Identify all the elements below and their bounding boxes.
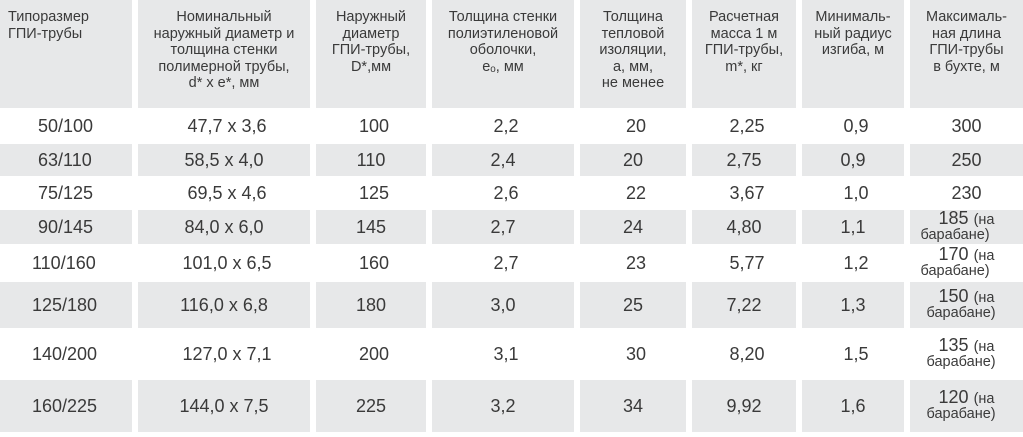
cell-outer: 110 <box>316 144 426 176</box>
header-outer-diameter: Наружный диаметр ГПИ-трубы, D*,мм <box>316 0 426 108</box>
cell-radius: 1,1 <box>802 210 904 244</box>
cell-radius: 1,5 <box>843 343 869 364</box>
table-row: 63/110 58,5 х 4,0 110 2,4 20 2,75 0,9 25… <box>0 144 1023 176</box>
length-note-1: (на <box>973 212 995 228</box>
cell-insulation: 20 <box>625 115 647 136</box>
cell-nominal: 127,0 х 7,1 <box>182 343 272 364</box>
table-row: 110/160 101,0 х 6,5 160 2,7 23 5,77 1,2 … <box>0 244 1023 282</box>
cell-shell: 2,7 <box>493 252 519 273</box>
header-mass: Расчетная масса 1 м ГПИ-трубы, m*, кг <box>692 0 796 108</box>
cell-length: 185 (на барабане) <box>910 208 1023 244</box>
cell-shell: 2,4 <box>432 144 574 176</box>
length-value: 170 <box>938 244 969 264</box>
cell-size: 110/160 <box>32 252 96 273</box>
cell-mass: 4,80 <box>692 210 796 244</box>
cell-outer: 145 <box>316 210 426 244</box>
header-size: Типоразмер ГПИ-трубы <box>0 0 132 108</box>
cell-size: 160/225 <box>0 380 132 432</box>
cell-length: 120 (на барабане) <box>910 380 1023 432</box>
cell-mass: 7,22 <box>692 282 796 328</box>
cell-radius: 0,9 <box>843 115 869 136</box>
cell-shell: 2,7 <box>432 210 574 244</box>
cell-length: 170 (на барабане) <box>910 244 1023 282</box>
cell-insulation: 24 <box>580 210 686 244</box>
cell-radius: 1,2 <box>843 252 869 273</box>
cell-length: 300 <box>951 115 982 136</box>
cell-radius: 1,6 <box>802 380 904 432</box>
cell-nominal: 69,5 х 4,6 <box>187 182 267 203</box>
header-shell-thickness: Толщина стенки полиэтиленовой оболочки, … <box>432 0 574 108</box>
cell-insulation: 23 <box>625 252 647 273</box>
cell-insulation: 30 <box>625 343 647 364</box>
cell-mass: 3,67 <box>729 182 765 203</box>
cell-outer: 125 <box>358 182 390 203</box>
header-bend-radius: Минималь- ный радиус изгиба, м <box>802 0 904 108</box>
cell-mass: 2,25 <box>729 115 765 136</box>
cell-size: 75/125 <box>38 182 94 203</box>
cell-nominal: 116,0 х 6,8 <box>138 282 310 328</box>
table-header: Типоразмер ГПИ-трубы Номинальный наружны… <box>0 0 1023 108</box>
cell-mass: 9,92 <box>692 380 796 432</box>
cell-mass: 2,75 <box>692 144 796 176</box>
length-note-2: барабане) <box>926 305 996 321</box>
cell-nominal: 47,7 х 3,6 <box>187 115 267 136</box>
cell-size: 90/145 <box>0 210 132 244</box>
cell-nominal: 58,5 х 4,0 <box>138 144 310 176</box>
length-note-1: (на <box>973 391 995 407</box>
table-row: 90/145 84,0 х 6,0 145 2,7 24 4,80 1,1 18… <box>0 208 1023 244</box>
cell-outer: 225 <box>316 380 426 432</box>
cell-outer: 160 <box>358 252 390 273</box>
header-nominal-diameter: Номинальный наружный диаметр и толщина с… <box>138 0 310 108</box>
cell-outer: 180 <box>316 282 426 328</box>
table-row: 160/225 144,0 х 7,5 225 3,2 34 9,92 1,6 … <box>0 380 1023 432</box>
cell-size: 63/110 <box>0 144 132 176</box>
cell-mass: 8,20 <box>729 343 765 364</box>
length-note-1: (на <box>973 248 995 264</box>
table-row: 50/100 47,7 х 3,6 100 2,2 20 2,25 0,9 30… <box>0 108 1023 144</box>
cell-nominal: 101,0 х 6,5 <box>182 252 272 273</box>
cell-radius: 1,3 <box>802 282 904 328</box>
cell-insulation: 34 <box>580 380 686 432</box>
length-note-2: барабане) <box>920 263 990 279</box>
cell-radius: 1,0 <box>843 182 869 203</box>
header-max-length: Максималь- ная длина ГПИ-трубы в бухте, … <box>910 0 1023 108</box>
cell-outer: 100 <box>358 115 390 136</box>
cell-insulation: 20 <box>580 144 686 176</box>
cell-insulation: 25 <box>580 282 686 328</box>
table-row: 140/200 127,0 х 7,1 200 3,1 30 8,20 1,5 … <box>0 328 1023 380</box>
cell-shell: 2,6 <box>493 182 519 203</box>
cell-length: 150 (на барабане) <box>910 282 1023 328</box>
cell-length: 230 <box>951 182 982 203</box>
cell-size: 125/180 <box>0 282 132 328</box>
length-note-2: барабане) <box>926 406 996 422</box>
cell-radius: 0,9 <box>802 144 904 176</box>
length-value: 185 <box>938 208 969 228</box>
cell-length: 135 (на барабане) <box>910 328 1023 380</box>
length-value: 135 <box>938 335 969 355</box>
length-value: 120 <box>938 387 969 407</box>
table-row: 75/125 69,5 х 4,6 125 2,6 22 3,67 1,0 23… <box>0 176 1023 210</box>
cell-outer: 200 <box>358 343 390 364</box>
cell-size: 50/100 <box>38 115 94 136</box>
length-note-2: барабане) <box>926 354 996 370</box>
table-row: 125/180 116,0 х 6,8 180 3,0 25 7,22 1,3 … <box>0 282 1023 328</box>
cell-shell: 3,1 <box>493 343 519 364</box>
cell-shell: 2,2 <box>493 115 519 136</box>
length-value: 150 <box>938 286 969 306</box>
length-note-1: (на <box>973 339 995 355</box>
cell-shell: 3,2 <box>432 380 574 432</box>
length-note-1: (на <box>973 290 995 306</box>
cell-shell: 3,0 <box>432 282 574 328</box>
cell-nominal: 84,0 х 6,0 <box>138 210 310 244</box>
header-insulation-thickness: Толщина тепловой изоляции, a, мм, не мен… <box>580 0 686 108</box>
length-note-2: барабане) <box>920 227 990 243</box>
cell-mass: 5,77 <box>729 252 765 273</box>
cell-size: 140/200 <box>32 343 98 364</box>
cell-nominal: 144,0 х 7,5 <box>138 380 310 432</box>
cell-length: 250 <box>910 144 1023 176</box>
cell-insulation: 22 <box>625 182 647 203</box>
